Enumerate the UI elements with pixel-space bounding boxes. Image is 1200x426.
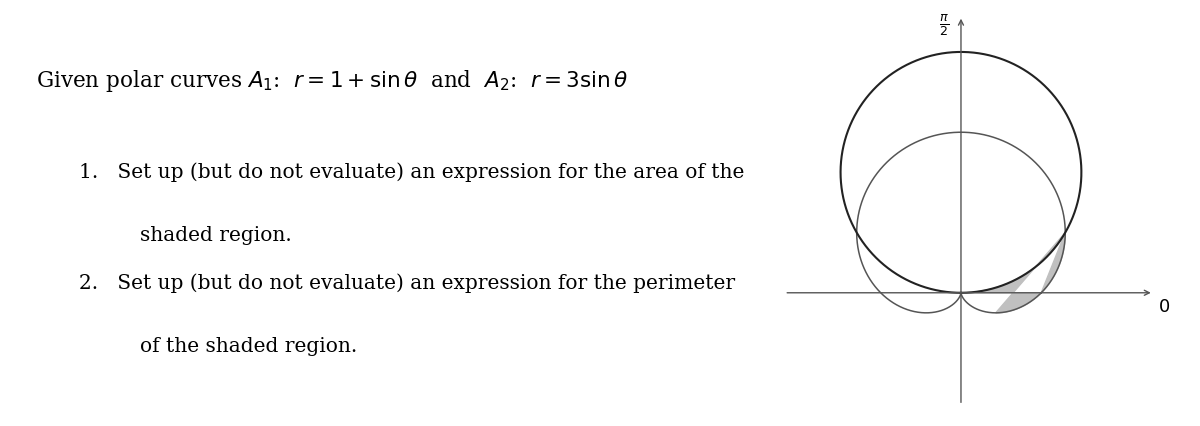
Polygon shape: [961, 233, 1066, 313]
Text: $\frac{\pi}{2}$: $\frac{\pi}{2}$: [938, 12, 949, 37]
Text: 2.   Set up (but do not evaluate) an expression for the perimeter: 2. Set up (but do not evaluate) an expre…: [79, 273, 736, 292]
Text: Given polar curves $A_1$:  $r = 1 + \sin \theta$  and  $A_2$:  $r = 3 \sin \thet: Given polar curves $A_1$: $r = 1 + \sin …: [36, 68, 628, 94]
Text: shaded region.: shaded region.: [140, 226, 292, 245]
Text: 1.   Set up (but do not evaluate) an expression for the area of the: 1. Set up (but do not evaluate) an expre…: [79, 162, 744, 181]
Text: $0$: $0$: [1158, 297, 1170, 315]
Text: of the shaded region.: of the shaded region.: [140, 337, 358, 355]
